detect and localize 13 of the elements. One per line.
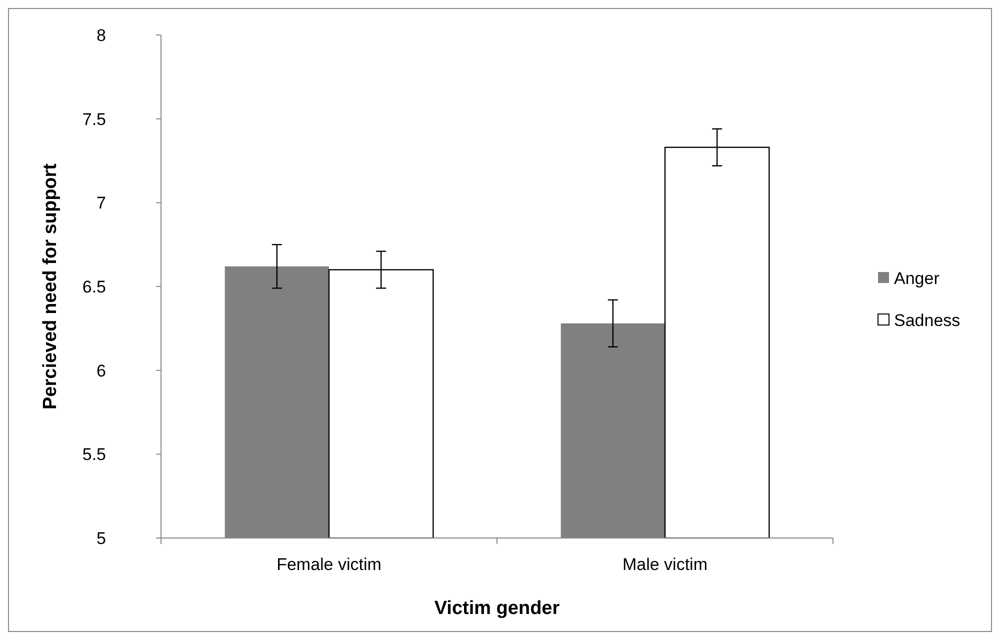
y-axis-title: Percieved need for support: [40, 162, 61, 410]
y-tick-label: 6: [96, 361, 106, 380]
x-tick-label: Female victim: [276, 555, 382, 574]
y-tick-label: 7.5: [82, 110, 106, 129]
y-tick-label: 5: [96, 528, 106, 548]
x-axis-title: Victim gender: [434, 598, 560, 619]
y-tick-label: 6.5: [82, 277, 106, 296]
y-tick-label: 7: [96, 194, 106, 213]
y-tick-label: 8: [96, 26, 106, 45]
legend-label: Anger: [894, 268, 940, 288]
legend-label: Sadness: [894, 310, 960, 330]
y-tick-label: 5.5: [82, 445, 106, 464]
x-tick-label: Male victim: [622, 555, 708, 574]
